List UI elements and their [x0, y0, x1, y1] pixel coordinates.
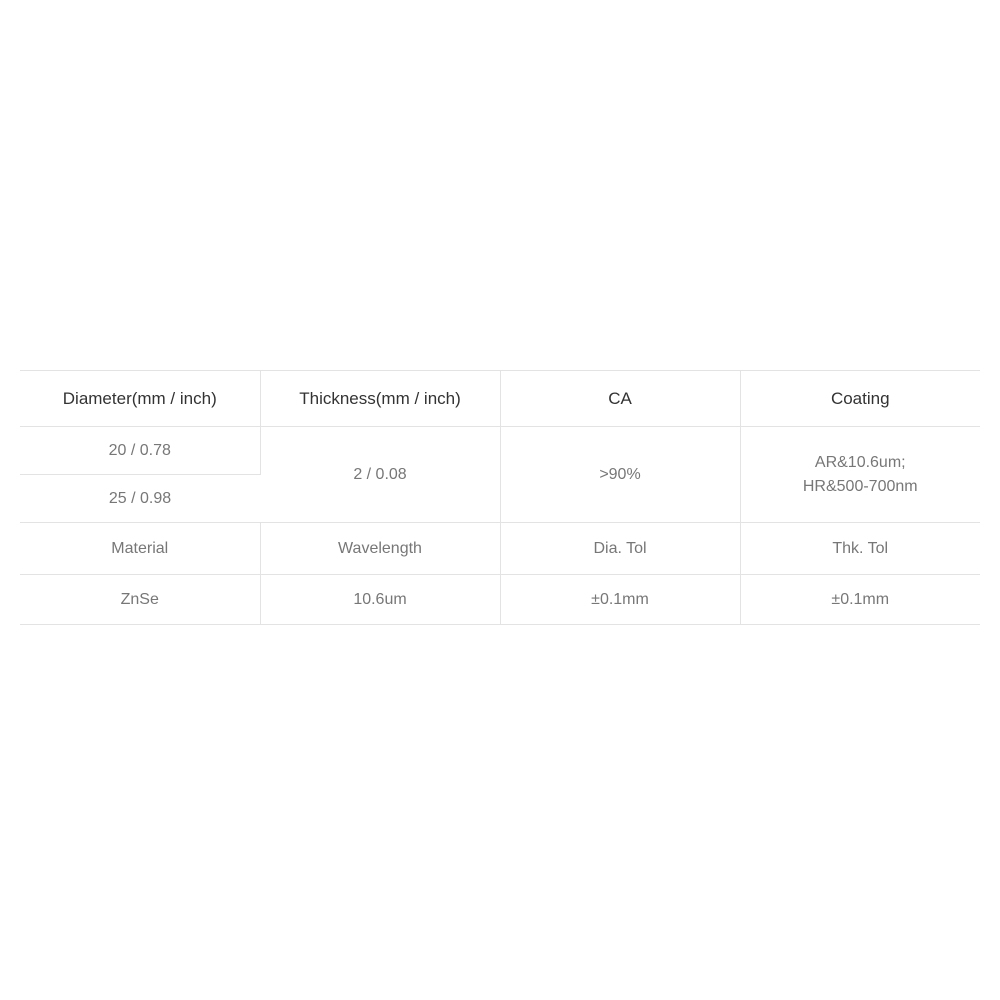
spec-table: Diameter(mm / inch) Thickness(mm / inch)… [20, 370, 980, 625]
cell-dia-tol: ±0.1mm [500, 575, 740, 625]
table-row: 20 / 0.78 2 / 0.08 >90% AR&10.6um; HR&50… [20, 427, 980, 475]
cell-thickness: 2 / 0.08 [260, 427, 500, 523]
header-coating: Coating [740, 371, 980, 427]
cell-wavelength: 10.6um [260, 575, 500, 625]
header-thickness: Thickness(mm / inch) [260, 371, 500, 427]
header-diameter: Diameter(mm / inch) [20, 371, 260, 427]
cell-diameter-2: 25 / 0.98 [20, 475, 260, 523]
cell-ca: >90% [500, 427, 740, 523]
cell-material: ZnSe [20, 575, 260, 625]
header-thk-tol: Thk. Tol [740, 523, 980, 575]
header-material: Material [20, 523, 260, 575]
header-row-2: Material Wavelength Dia. Tol Thk. Tol [20, 523, 980, 575]
header-wavelength: Wavelength [260, 523, 500, 575]
cell-coating: AR&10.6um; HR&500-700nm [740, 427, 980, 523]
coating-line-2: HR&500-700nm [803, 478, 918, 495]
cell-thk-tol: ±0.1mm [740, 575, 980, 625]
header-dia-tol: Dia. Tol [500, 523, 740, 575]
spec-table-container: Diameter(mm / inch) Thickness(mm / inch)… [20, 370, 980, 625]
cell-diameter-1: 20 / 0.78 [20, 427, 260, 475]
coating-line-1: AR&10.6um; [815, 454, 906, 471]
header-ca: CA [500, 371, 740, 427]
table-row: ZnSe 10.6um ±0.1mm ±0.1mm [20, 575, 980, 625]
header-row-1: Diameter(mm / inch) Thickness(mm / inch)… [20, 371, 980, 427]
